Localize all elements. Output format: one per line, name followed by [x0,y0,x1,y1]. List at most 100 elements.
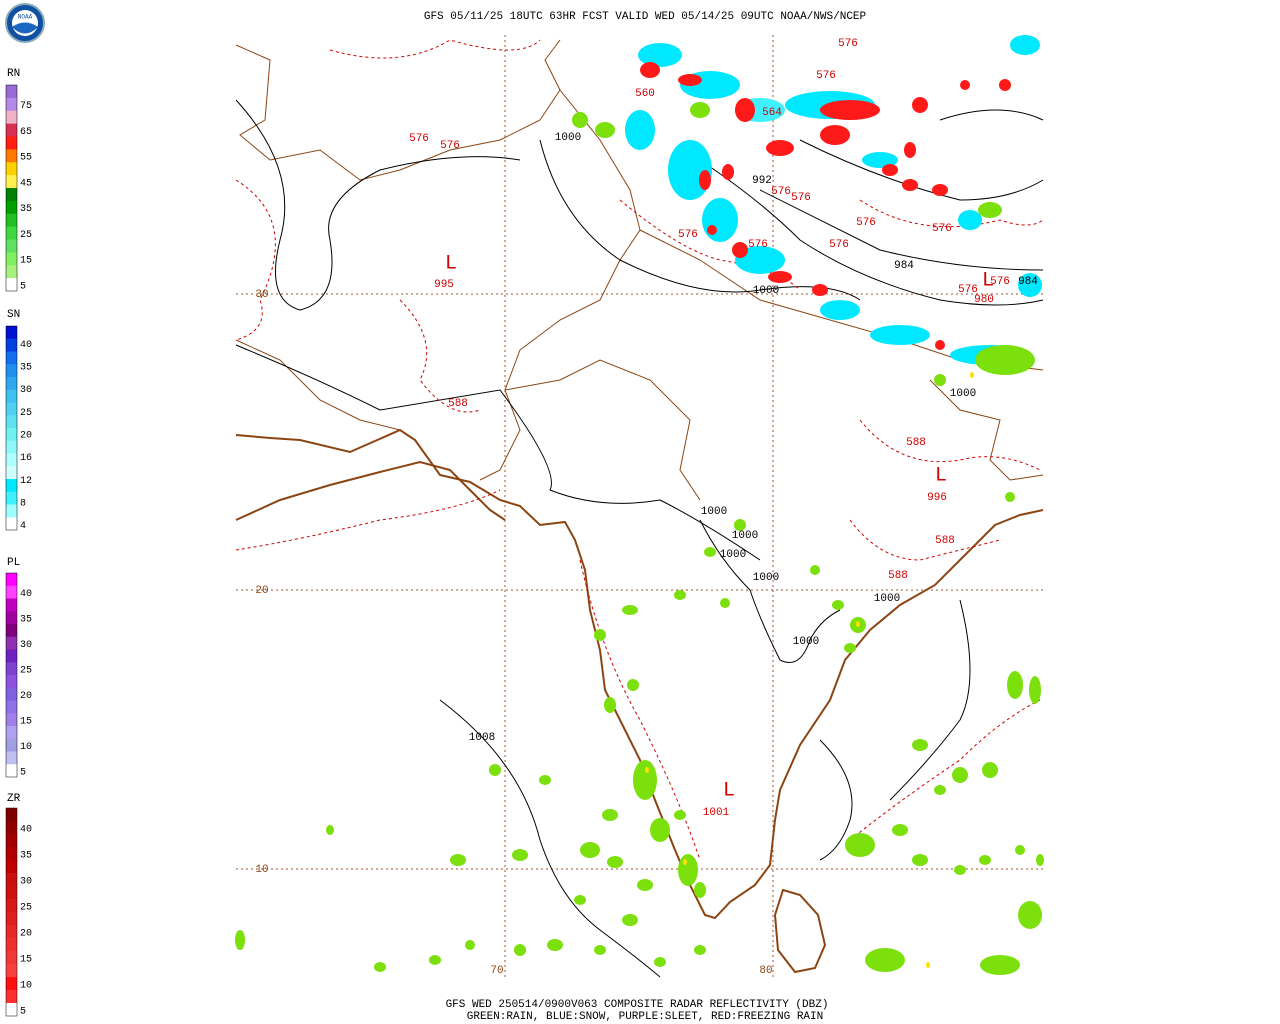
map-title: GFS 05/11/25 18UTC 63HR FCST VALID WED 0… [424,11,867,23]
legend-tick-label: 10 [20,980,32,991]
legend-swatch [6,200,17,215]
contour-label: 576 [678,229,698,241]
legend-title: ZR [7,793,21,805]
precip-cell [862,152,898,168]
precip-core [645,767,649,773]
precip-cell [547,939,563,951]
precip-cell [766,140,794,156]
legend-swatch [6,808,17,822]
legend-swatch [6,834,17,848]
legend-tick-label: 12 [20,476,32,487]
legend-swatch [6,97,17,112]
precip-cell [702,198,738,242]
legend-tick-label: 40 [20,824,32,835]
contour-label: 588 [448,398,468,410]
legend-tick-label: 5 [20,768,26,779]
precip-cell [954,865,966,875]
precip-cell [978,202,1002,218]
precip-cell [934,374,946,386]
contour-label: 576 [958,284,978,296]
precip-cell [999,79,1011,91]
contour-label: 992 [752,175,772,187]
legend-swatch [6,573,17,587]
precip-cell [539,775,551,785]
legend-swatch [6,585,17,599]
legends: RN756555453525155SN4035302520161284PL403… [5,68,32,1017]
precip-cell [735,98,755,122]
precip-cell [678,74,702,86]
legend-swatch [6,364,17,378]
contour-label: 576 [838,38,858,50]
precip-cell [982,762,998,778]
legend-swatch [6,886,17,900]
precip-core [683,859,687,865]
legend-title: SN [7,309,20,321]
legend-title: RN [7,68,20,80]
precip-cell [820,125,850,145]
legend-swatch [6,415,17,429]
legend-swatch [6,85,17,99]
legend-swatch [6,123,17,137]
contour-label: 576 [771,186,791,198]
legend-swatch [6,899,17,913]
legend-swatch [6,338,17,352]
contour-label: 1000 [555,132,581,144]
height-contours [235,39,1044,861]
legend-tick-label: 20 [20,928,32,939]
legend-tick-label: 5 [20,281,26,292]
precip-cell [734,519,746,531]
legend-swatch [6,687,17,701]
legend-tick-label: 30 [20,876,32,887]
legend-swatch [6,239,17,253]
precip-cell [870,325,930,345]
contour-label: 576 [816,70,836,82]
precip-cell [932,184,948,196]
legend-tick-label: 8 [20,498,26,509]
precip-cell [668,140,712,200]
low-pressure: 980 [974,294,994,306]
precip-cell [735,246,785,274]
precip-cell [450,854,466,866]
legend-swatch [6,847,17,861]
legend-swatch [6,624,17,638]
precip-cell [602,809,618,821]
legend-swatch [6,440,17,454]
precip-cell [622,605,638,615]
precip-cell [633,760,657,800]
legend-swatch [6,912,17,926]
contour-label: 560 [635,88,655,100]
legend-title: PL [7,557,20,569]
contour-label: 576 [791,192,811,204]
legend-tick-label: 35 [20,204,32,215]
precip-cell [958,210,982,230]
legend-tick-label: 25 [20,902,32,913]
legend-tick-label: 40 [20,340,32,351]
precip-cell [574,895,586,905]
legend-swatch [6,675,17,689]
legend-swatch [6,726,17,740]
legend-swatch [6,252,17,266]
contour-label: 1008 [469,732,495,744]
legend-swatch [6,110,17,124]
precip-cell [812,284,828,296]
precip-cell [1005,492,1015,502]
precip-core [856,621,860,627]
contour-label: 588 [906,437,926,449]
precip-cell [979,855,991,865]
legend-tick-label: 40 [20,589,32,600]
precip-cell [326,825,334,835]
precip-cell [594,945,606,955]
precip-cell [935,340,945,350]
precip-cell [1010,35,1040,55]
legend-swatch [6,517,17,531]
precip-cell [625,110,655,150]
precip-cell [1018,901,1042,929]
precip-cell [594,629,606,641]
legend-swatch [6,428,17,442]
legend-swatch [6,990,17,1004]
legend-tick-label: 15 [20,256,32,267]
precip-cell [690,102,710,118]
legend-swatch [6,213,17,227]
